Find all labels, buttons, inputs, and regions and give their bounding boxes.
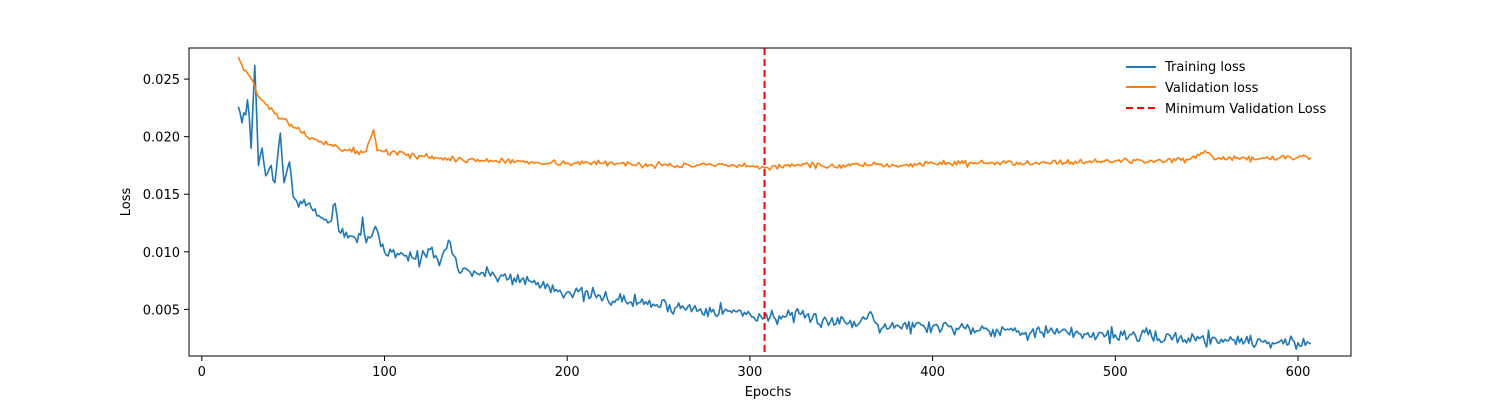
y-axis: 0.005 0.010 0.015 0.020 0.025 — [143, 73, 189, 318]
legend-label-validation: Validation loss — [1165, 81, 1259, 96]
series-line-validation — [237, 56, 1312, 171]
legend: Training loss Validation loss Minimum Va… — [1126, 60, 1326, 117]
x-tick-label: 200 — [555, 365, 580, 380]
y-axis-title: Loss — [119, 188, 134, 217]
legend-label-training: Training loss — [1164, 60, 1246, 75]
x-tick-label: 100 — [372, 365, 397, 380]
x-axis-title: Epochs — [745, 385, 792, 400]
x-tick-label: 300 — [737, 365, 762, 380]
y-tick-label: 0.025 — [143, 73, 180, 88]
plot-area — [189, 48, 1351, 356]
x-tick-label: 600 — [1286, 365, 1311, 380]
y-tick-label: 0.005 — [143, 303, 180, 318]
plot-frame — [188, 47, 1352, 357]
x-tick-label: 0 — [198, 365, 206, 380]
x-axis: 0 100 200 300 400 500 600 — [198, 356, 1311, 380]
x-tick-label: 500 — [1103, 365, 1128, 380]
y-tick-label: 0.015 — [143, 188, 180, 203]
y-tick-label: 0.010 — [143, 246, 180, 261]
y-tick-label: 0.020 — [143, 131, 180, 146]
series-layer — [237, 56, 1312, 350]
series-line-training — [237, 64, 1312, 350]
legend-label-min-validation: Minimum Validation Loss — [1165, 102, 1326, 117]
x-tick-label: 400 — [920, 365, 945, 380]
